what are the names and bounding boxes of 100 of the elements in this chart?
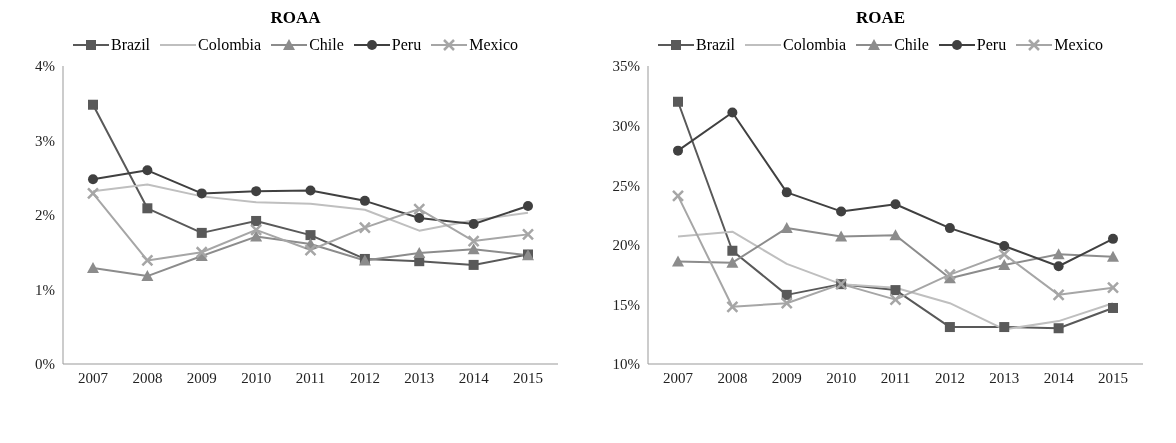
point — [1052, 248, 1065, 260]
point — [141, 270, 154, 282]
point — [780, 222, 793, 234]
point — [673, 145, 683, 156]
point — [467, 234, 480, 248]
legend-label: Colombia — [783, 36, 847, 54]
point — [1053, 323, 1064, 334]
point — [835, 230, 848, 242]
chart-title: ROAE — [854, 8, 907, 28]
legend-label: Peru — [976, 36, 1007, 54]
point — [781, 187, 792, 198]
point — [672, 255, 684, 267]
point — [414, 212, 425, 223]
point — [468, 259, 479, 270]
point — [305, 230, 316, 241]
point — [998, 248, 1011, 261]
point — [251, 215, 262, 226]
legend-label: Chile — [894, 36, 929, 54]
y-tick-label: 4% — [35, 58, 55, 75]
point — [196, 188, 207, 199]
point — [142, 203, 153, 214]
y-tick-label: 20% — [612, 237, 640, 254]
x-tick-label: 2007 — [78, 369, 109, 386]
point — [359, 195, 370, 206]
x-tick-label: 2010 — [826, 369, 857, 386]
point — [88, 174, 98, 185]
point — [251, 186, 262, 197]
point — [1108, 302, 1118, 313]
point — [889, 293, 902, 306]
point — [142, 165, 153, 176]
point — [889, 229, 902, 241]
point — [944, 223, 955, 234]
point — [1107, 250, 1119, 262]
point — [358, 221, 372, 234]
x-tick-label: 2015 — [513, 369, 543, 386]
point — [523, 201, 533, 212]
point — [726, 300, 739, 314]
point — [726, 256, 739, 268]
point — [1106, 281, 1120, 294]
x-tick-label: 2015 — [1098, 369, 1128, 386]
x-tick-label: 2014 — [458, 369, 490, 386]
point — [999, 240, 1010, 251]
point — [890, 285, 901, 296]
y-tick-label: 0% — [35, 356, 55, 373]
x-tick-label: 2011 — [295, 369, 326, 386]
legend-label: Mexico — [469, 36, 519, 54]
point — [86, 187, 100, 200]
x-tick-label: 2009 — [186, 369, 217, 386]
point — [521, 228, 535, 241]
x-tick-label: 2013 — [404, 369, 435, 386]
point — [943, 268, 957, 281]
point — [944, 322, 955, 333]
x-tick-label: 2013 — [989, 369, 1020, 386]
point — [727, 245, 738, 256]
legend-label: Mexico — [1054, 36, 1104, 54]
y-tick-label: 10% — [612, 356, 640, 373]
point — [413, 202, 426, 216]
x-tick-label: 2010 — [241, 369, 272, 386]
point — [305, 185, 316, 196]
point — [673, 96, 683, 107]
y-tick-label: 2% — [35, 207, 55, 224]
point — [141, 254, 154, 267]
point — [467, 243, 480, 255]
point — [1108, 233, 1118, 244]
point — [836, 206, 847, 217]
x-tick-label: 2012 — [934, 369, 965, 386]
y-tick-label: 35% — [612, 58, 640, 75]
y-tick-label: 25% — [612, 177, 640, 194]
point — [468, 218, 479, 229]
x-tick-label: 2012 — [349, 369, 380, 386]
y-tick-label: 3% — [35, 132, 55, 149]
legend-label: Chile — [309, 36, 344, 54]
y-tick-label: 30% — [612, 117, 640, 134]
point — [304, 243, 317, 257]
point — [88, 99, 98, 110]
point — [1053, 261, 1064, 272]
x-tick-label: 2007 — [663, 369, 694, 386]
x-tick-label: 2011 — [880, 369, 911, 386]
point — [890, 199, 901, 210]
point — [413, 246, 426, 258]
point — [780, 296, 793, 310]
point — [998, 259, 1011, 271]
x-tick-label: 2014 — [1043, 369, 1075, 386]
x-tick-label: 2008 — [717, 369, 748, 386]
legend-label: Peru — [391, 36, 422, 54]
chart-title: ROAA — [269, 8, 322, 28]
legend-label: Brazil — [695, 36, 736, 54]
x-tick-label: 2008 — [132, 369, 163, 386]
point — [727, 107, 738, 118]
point — [87, 261, 99, 273]
point — [1052, 288, 1065, 302]
y-tick-label: 15% — [612, 296, 640, 313]
point — [196, 227, 207, 238]
point — [249, 223, 263, 237]
legend-label: Colombia — [198, 36, 262, 54]
x-tick-label: 2009 — [771, 369, 802, 386]
point — [671, 189, 685, 203]
point — [250, 230, 263, 242]
legend-label: Brazil — [110, 36, 151, 54]
point — [999, 322, 1010, 333]
